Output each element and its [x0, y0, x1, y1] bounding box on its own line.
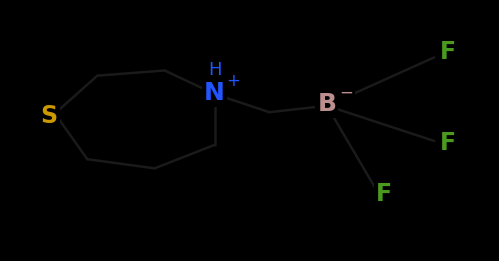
- Text: F: F: [376, 182, 392, 206]
- Text: +: +: [227, 72, 241, 90]
- Text: F: F: [440, 131, 456, 155]
- Text: F: F: [440, 40, 456, 64]
- Text: S: S: [40, 104, 57, 128]
- Text: H: H: [208, 62, 222, 79]
- Text: −: −: [339, 84, 353, 102]
- Text: N: N: [204, 81, 225, 105]
- Text: B: B: [317, 92, 336, 116]
